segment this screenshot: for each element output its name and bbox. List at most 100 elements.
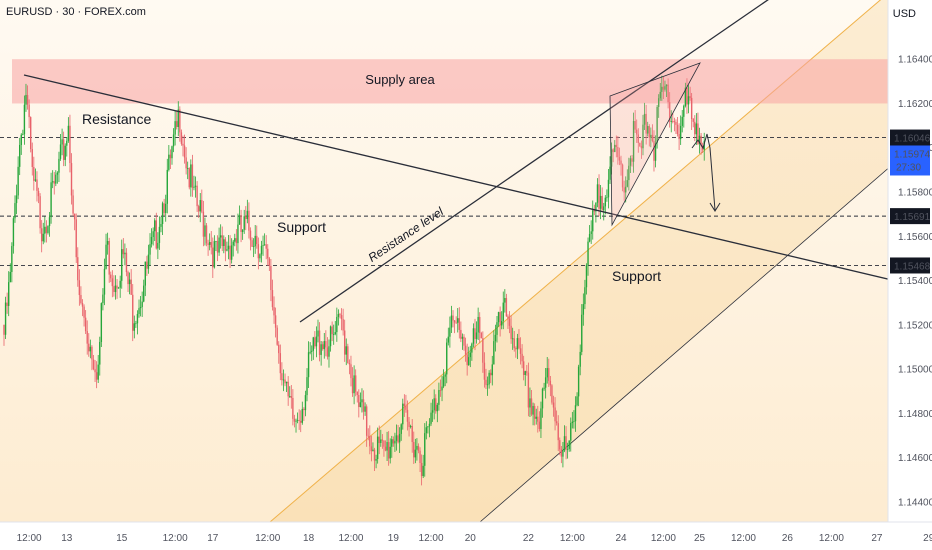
candle-body: [6, 302, 8, 306]
candle-body: [51, 181, 54, 183]
candle-body: [406, 409, 409, 422]
candle-body: [61, 139, 63, 145]
current-price-tag[interactable]: [890, 145, 930, 176]
candle-body: [395, 435, 398, 441]
candle-body: [499, 312, 501, 326]
candle-body: [135, 323, 137, 325]
candle-body: [11, 246, 13, 272]
candle-body: [127, 272, 129, 285]
candle-body: [143, 285, 145, 302]
candle-body: [67, 125, 70, 141]
candle-body: [615, 144, 617, 148]
candle-body: [193, 186, 195, 188]
currency-label[interactable]: USD: [892, 8, 916, 20]
candle-body: [311, 350, 313, 352]
candle-body: [441, 386, 443, 391]
candle-body: [353, 375, 355, 394]
symbol-title[interactable]: EURUSD · 30 · FOREX.com: [6, 6, 146, 18]
candle-body: [95, 372, 98, 380]
candle-body: [323, 341, 325, 350]
candle-body: [657, 98, 660, 107]
candle-body: [532, 406, 534, 415]
candle-body: [33, 166, 35, 181]
candle-body: [592, 210, 594, 232]
candle-body: [464, 345, 467, 355]
candle-body: [122, 249, 125, 255]
candle-body: [22, 134, 24, 136]
candle-body: [102, 294, 104, 304]
candle-body: [339, 314, 341, 316]
candle-body: [604, 197, 607, 207]
candle-body: [177, 109, 179, 127]
candle-body: [585, 265, 588, 288]
candle-body: [428, 423, 431, 427]
candle-body: [582, 304, 585, 315]
candle-body: [581, 314, 583, 352]
y-tick-label: 1.16400: [898, 55, 932, 66]
candle-body: [469, 352, 471, 358]
channel-lower-line[interactable]: [479, 164, 893, 523]
candle-body: [598, 184, 600, 209]
candle-body: [667, 84, 669, 103]
candle-body: [380, 439, 382, 444]
projection-path[interactable]: [691, 133, 716, 211]
candle-body: [698, 135, 701, 144]
candle-body: [204, 225, 206, 237]
descending-trendline[interactable]: [23, 74, 893, 281]
candle-body: [632, 121, 635, 162]
candle-body: [391, 439, 393, 447]
candle-body: [201, 200, 203, 212]
candle-body: [692, 119, 694, 122]
price-level-tag[interactable]: [890, 257, 930, 274]
candle-body: [78, 280, 81, 296]
candle-body: [188, 168, 190, 188]
candle-body: [356, 391, 358, 395]
candle-body: [571, 421, 574, 424]
candle-body: [83, 306, 85, 318]
candle-body: [449, 327, 451, 337]
candle-body: [521, 353, 523, 362]
candle-body: [516, 338, 519, 350]
candle-body: [439, 390, 442, 391]
candle-body: [303, 408, 305, 411]
candle-body: [29, 117, 32, 150]
candle-body: [334, 332, 336, 335]
candle-body: [364, 406, 366, 412]
candle-body: [541, 388, 544, 409]
candle-body: [254, 235, 256, 247]
price-level-tag[interactable]: [890, 208, 930, 225]
candle-body: [629, 158, 632, 166]
supply-zone[interactable]: [12, 59, 888, 104]
candle-body: [444, 374, 446, 377]
candle-body: [111, 278, 114, 287]
candle-body: [430, 412, 432, 424]
candle-body: [574, 405, 577, 422]
resistance-trendline[interactable]: [299, 0, 775, 323]
candle-body: [267, 248, 269, 259]
projection-arrowhead: [709, 202, 721, 212]
candle-body: [409, 425, 412, 427]
candle-body: [490, 372, 492, 376]
candle-body: [304, 395, 307, 411]
candle-body: [653, 140, 655, 161]
candle-body: [290, 396, 293, 398]
supply-zone-label: Supply area: [365, 72, 435, 87]
candle-body: [438, 390, 440, 405]
candle-body: [337, 314, 340, 317]
candle-body: [577, 366, 580, 397]
candle-body: [584, 287, 586, 305]
x-tick-label: 12:00: [419, 533, 444, 544]
candle-body: [508, 318, 511, 326]
candle-body: [165, 203, 167, 213]
price-level-tag[interactable]: [890, 129, 930, 146]
candle-body: [256, 235, 258, 245]
candle-body: [606, 197, 608, 199]
candle-body: [125, 252, 128, 273]
candle-body: [88, 343, 90, 352]
annotation-resistance-level: Resistance level: [366, 204, 447, 265]
rising-wedge[interactable]: [609, 62, 701, 227]
candle-body: [36, 179, 38, 191]
candle-body: [468, 357, 470, 366]
